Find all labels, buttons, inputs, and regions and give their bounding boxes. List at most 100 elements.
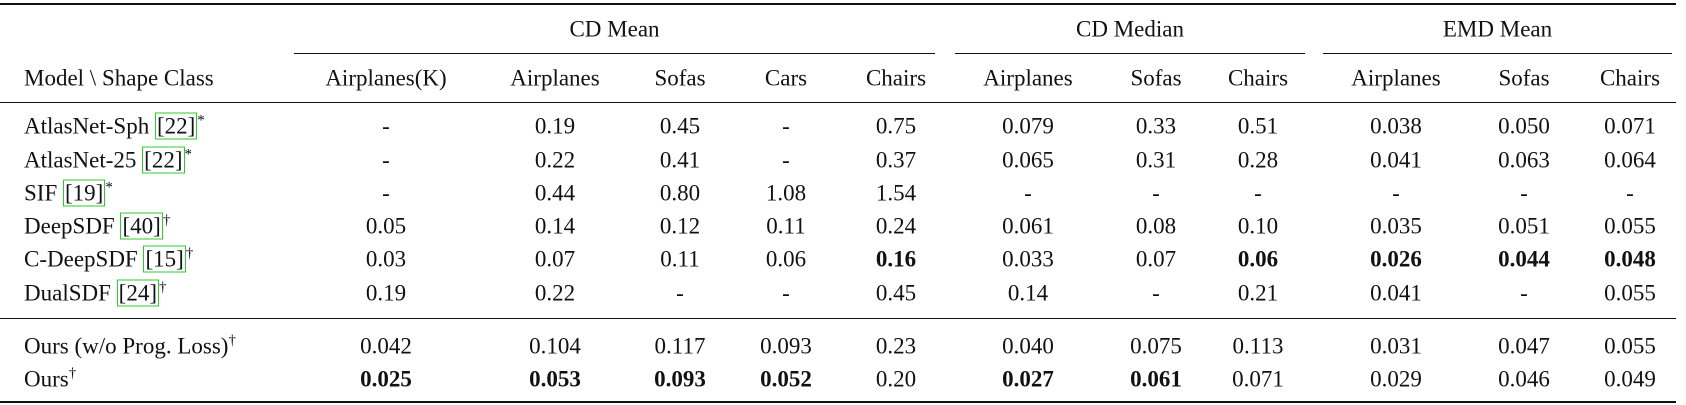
column-header: Airplanes (983, 65, 1073, 91)
cell: 0.061 (1002, 213, 1054, 239)
citation: [40] (120, 212, 163, 240)
cell: - (782, 113, 790, 139)
cell: - (382, 113, 390, 139)
top-rule (0, 3, 1676, 5)
cell: 0.038 (1370, 113, 1422, 139)
row-label: C-DeepSDF [15] † (24, 245, 193, 273)
citation: [19] (63, 179, 106, 207)
cell: 0.055 (1604, 280, 1656, 306)
row-label: Ours† (24, 365, 77, 391)
column-header: Chairs (1227, 65, 1289, 91)
cell: 0.035 (1370, 213, 1422, 239)
cell: 0.75 (875, 113, 917, 139)
model-name: DualSDF (24, 280, 111, 306)
cell: 1.54 (875, 180, 917, 206)
cell: - (382, 147, 390, 173)
cell: - (1024, 180, 1032, 206)
cell: 0.28 (1237, 147, 1279, 173)
cell: 0.37 (875, 147, 917, 173)
cell: - (1152, 280, 1160, 306)
cell: - (782, 147, 790, 173)
cell: 0.11 (660, 246, 700, 272)
cell: 0.052 (760, 366, 812, 392)
cell: 0.025 (360, 366, 412, 392)
cell: 0.040 (1002, 333, 1054, 359)
group-header: EMD Mean (1442, 16, 1553, 42)
cell: 0.07 (534, 246, 576, 272)
cell: 0.064 (1604, 147, 1656, 173)
row-label: DualSDF [24] † (24, 279, 167, 307)
cell: 0.042 (360, 333, 412, 359)
cell: 0.079 (1002, 113, 1054, 139)
cell: 0.051 (1498, 213, 1550, 239)
cell: - (782, 280, 790, 306)
model-name: C-DeepSDF (24, 246, 138, 272)
cell: 0.80 (659, 180, 701, 206)
cell: 0.06 (1237, 246, 1279, 272)
column-header: Airplanes(K) (325, 65, 447, 91)
cell: - (1392, 180, 1400, 206)
cell: - (1520, 280, 1528, 306)
cell: 0.33 (1135, 113, 1177, 139)
cell: - (676, 280, 684, 306)
cell: 0.31 (1135, 147, 1177, 173)
cell: 0.113 (1232, 333, 1284, 359)
cell: 0.029 (1370, 366, 1422, 392)
cell: 0.20 (875, 366, 917, 392)
cell: 0.51 (1237, 113, 1279, 139)
bottom-rule (0, 401, 1676, 403)
header-rule (0, 102, 1676, 103)
cell: 0.048 (1604, 246, 1656, 272)
cell: 0.16 (875, 246, 917, 272)
cell: 0.11 (766, 213, 806, 239)
cell: 0.19 (534, 113, 576, 139)
citation: [24] (116, 279, 159, 307)
row-label: Ours (w/o Prog. Loss)† (24, 333, 236, 359)
citation: [15] (143, 245, 186, 273)
column-header: Airplanes (510, 65, 600, 91)
cell: 0.22 (534, 147, 576, 173)
cell: 0.053 (529, 366, 581, 392)
cell: 0.044 (1498, 246, 1550, 272)
cell: - (1254, 180, 1262, 206)
cell: 0.049 (1604, 366, 1656, 392)
group-header: CD Mean (569, 16, 660, 42)
model-name: SIF (24, 180, 58, 206)
footnote-mark: * (184, 146, 193, 163)
footnote-mark: † (158, 279, 167, 296)
cell: 0.22 (534, 280, 576, 306)
cell: - (1520, 180, 1528, 206)
cell: 0.071 (1604, 113, 1656, 139)
cell: 0.08 (1135, 213, 1177, 239)
cell: 0.041 (1370, 147, 1422, 173)
cell: - (382, 180, 390, 206)
cell: 0.03 (365, 246, 407, 272)
row-label: SIF [19] * (24, 179, 113, 207)
column-header: Cars (764, 65, 808, 91)
cell: 0.45 (659, 113, 701, 139)
column-header: Chairs (1599, 65, 1661, 91)
footnote-mark: * (197, 112, 205, 129)
footnote-mark: † (68, 365, 77, 382)
row-label: AtlasNet-25 [22] * (24, 146, 193, 174)
cell: 0.033 (1002, 246, 1054, 272)
cell: 0.041 (1370, 280, 1422, 306)
cell: 0.027 (1002, 366, 1054, 392)
group-rule (1323, 53, 1672, 54)
cell: 0.050 (1498, 113, 1550, 139)
model-name: Ours (w/o Prog. Loss) (24, 333, 229, 359)
cell: 0.14 (1007, 280, 1049, 306)
cell: 0.07 (1135, 246, 1177, 272)
row-label: AtlasNet-Sph [22] * (24, 112, 205, 140)
cell: 0.026 (1370, 246, 1422, 272)
footnote-mark: * (105, 179, 113, 196)
cell: 0.031 (1370, 333, 1422, 359)
mid-rule (0, 318, 1676, 319)
group-header: CD Median (1076, 16, 1184, 42)
column-header: Airplanes (1351, 65, 1441, 91)
column-header: Chairs (865, 65, 927, 91)
footnote-mark: † (162, 212, 171, 229)
cell: - (1152, 180, 1160, 206)
cell: 0.10 (1237, 213, 1279, 239)
